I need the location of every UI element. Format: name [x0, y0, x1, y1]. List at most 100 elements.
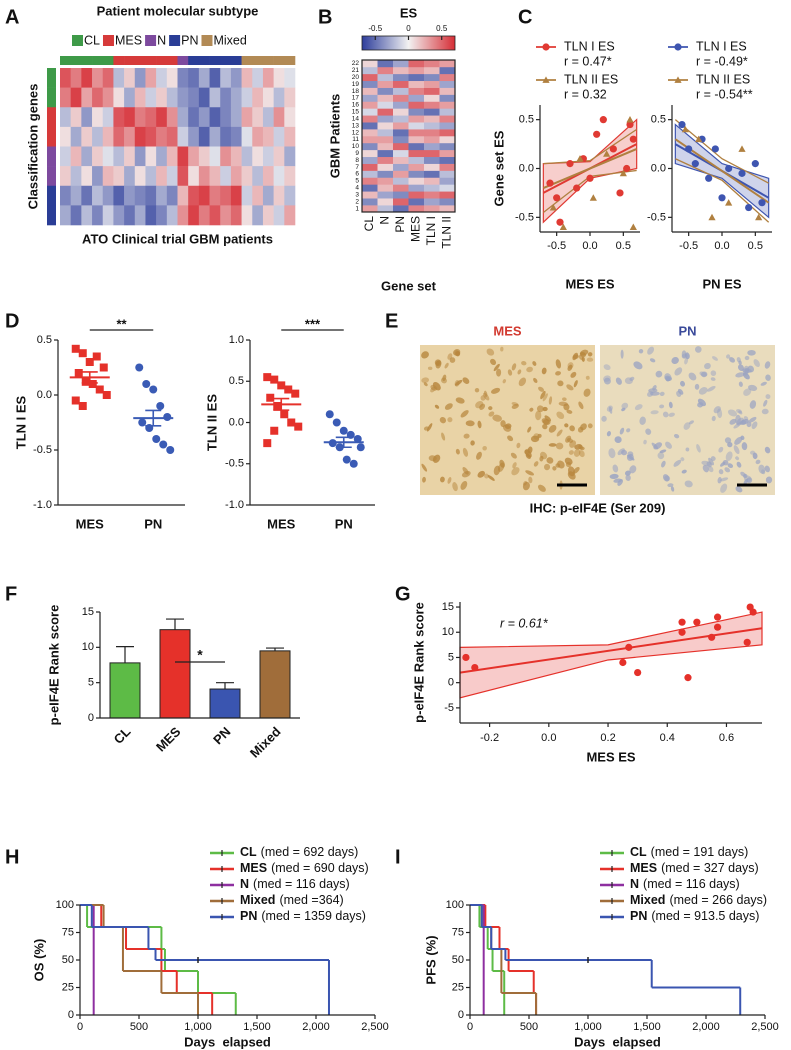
- cell: [449, 357, 456, 363]
- heatmap-cell: [273, 126, 285, 147]
- cell: [432, 454, 441, 463]
- cell: [727, 409, 738, 417]
- cell: [649, 358, 656, 363]
- heatmap-cell: [60, 146, 71, 167]
- cell: [764, 446, 771, 454]
- x-tick-label: 0: [467, 1021, 473, 1033]
- cell: [587, 423, 593, 429]
- heatmap-cell: [230, 205, 242, 226]
- subtype-cell: [177, 56, 189, 65]
- cell: [726, 354, 731, 359]
- gene-class-cell: [47, 205, 56, 226]
- heatmap-cell: [145, 87, 157, 108]
- point: [725, 164, 733, 173]
- row-label: 9: [355, 150, 359, 157]
- cell: [650, 410, 659, 415]
- cell: [748, 384, 758, 391]
- bar: [259, 650, 291, 719]
- heatmap-cell: [81, 146, 93, 167]
- heatmap-cell: [70, 87, 82, 108]
- heatmap-cell: [145, 205, 157, 226]
- point: [685, 145, 693, 153]
- heatmap-cell: [262, 166, 274, 187]
- colorbar-tick-label: 0: [406, 24, 411, 33]
- point: [149, 385, 158, 394]
- point: [586, 174, 594, 182]
- cell: [432, 381, 441, 391]
- heatmap-cell: [124, 146, 136, 167]
- cell: [763, 399, 768, 407]
- heatmap-cell: [408, 66, 425, 75]
- cell: [557, 380, 564, 387]
- heatmap-cell: [198, 166, 210, 187]
- heatmap-cell: [188, 87, 200, 108]
- cell: [661, 460, 666, 468]
- point: [609, 145, 617, 153]
- cell: [697, 402, 704, 408]
- cell: [744, 355, 750, 361]
- cell: [480, 395, 486, 401]
- cell: [586, 357, 594, 362]
- cell: [685, 447, 690, 452]
- x-tick-label: 2,000: [302, 1021, 330, 1033]
- bar: [109, 662, 141, 719]
- y-tick-label: -0.5: [515, 211, 534, 223]
- heatmap-cell: [198, 87, 210, 108]
- heatmap-cell: [70, 185, 82, 206]
- legend-swatch: [169, 35, 181, 46]
- y-tick-label: 1.0: [229, 334, 244, 346]
- point: [553, 194, 561, 202]
- cell: [562, 397, 567, 402]
- heatmap-cell: [377, 156, 394, 164]
- cell: [704, 362, 711, 370]
- x-tick-label: 1,500: [633, 1021, 661, 1033]
- cell: [460, 480, 468, 490]
- y-tick-label: 0.0: [651, 162, 666, 174]
- legend-marker: [674, 76, 682, 83]
- heatmap-cell: [241, 126, 253, 147]
- heatmap-cell: [439, 198, 456, 206]
- heatmap-cell: [439, 66, 456, 75]
- cell: [698, 387, 708, 395]
- cell: [454, 380, 460, 387]
- heatmap-cell: [188, 107, 200, 128]
- cell: [659, 404, 665, 409]
- heatmap-cell: [408, 205, 425, 213]
- cell: [578, 450, 585, 458]
- heatmap-cell: [92, 87, 104, 108]
- row-label: 13: [352, 122, 360, 129]
- heatmap-cell: [439, 60, 456, 68]
- heatmap-cell: [408, 136, 425, 144]
- heatmap-cell: [424, 191, 440, 199]
- legend-label: PN (med = 1359 days): [240, 909, 366, 923]
- image-label: MES: [493, 323, 522, 338]
- legend-stat: r = 0.47*: [564, 54, 612, 68]
- cell: [441, 432, 446, 441]
- heatmap-cell: [273, 185, 285, 206]
- cell: [683, 422, 691, 430]
- heatmap-cell: [424, 170, 440, 178]
- point: [99, 363, 108, 372]
- heatmap-cell: [177, 166, 189, 187]
- heatmap-cell: [262, 146, 274, 167]
- heatmap-cell: [241, 107, 253, 128]
- y-tick-label: 0.5: [37, 334, 52, 346]
- cell: [738, 381, 743, 387]
- y-axis-label: TLN II ES: [204, 394, 219, 451]
- panel-letter: A: [5, 6, 19, 28]
- cell: [569, 425, 575, 432]
- heatmap-cell: [188, 146, 200, 167]
- cell: [694, 383, 700, 390]
- point: [566, 160, 574, 168]
- cell: [720, 477, 729, 482]
- cell: [737, 364, 744, 371]
- point: [629, 135, 637, 143]
- cell: [694, 346, 702, 353]
- heatmap-cell: [60, 205, 71, 226]
- point: [546, 179, 554, 187]
- point: [626, 116, 634, 123]
- cell: [614, 436, 622, 444]
- row-label: 12: [352, 129, 360, 136]
- cell: [533, 433, 540, 440]
- cell: [717, 477, 722, 484]
